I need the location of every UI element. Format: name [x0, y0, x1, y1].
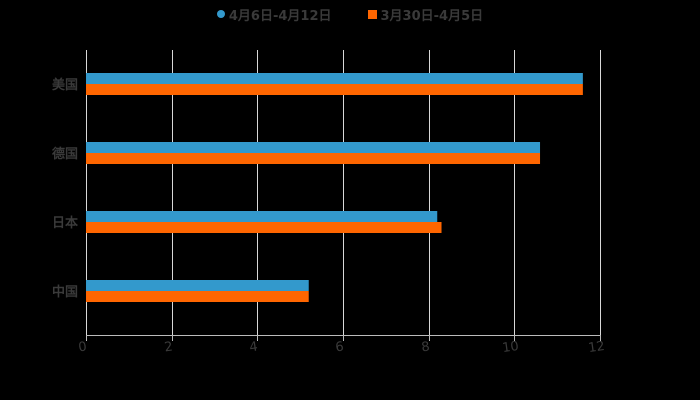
category-label: 中国 — [52, 284, 78, 300]
x-tick-label: 2 — [163, 339, 173, 355]
bar-0-0 — [86, 73, 583, 84]
x-tick-label: 10 — [501, 339, 519, 356]
legend-label: 3月30日-4月5日 — [380, 8, 484, 24]
bar-0-1 — [86, 84, 583, 95]
bar-3-0 — [86, 280, 309, 291]
x-tick-label: 12 — [587, 339, 605, 356]
bar-2-0 — [86, 211, 438, 222]
x-tick-label: 6 — [334, 339, 344, 355]
legend-circle-icon — [216, 10, 225, 18]
legend-square-icon — [367, 9, 377, 19]
x-tick-label: 4 — [248, 339, 258, 355]
category-label: 德国 — [52, 146, 78, 162]
x-tick-label: 0 — [77, 339, 87, 355]
chart-legend: 4月6日-4月12日 3月30日-4月5日 — [0, 4, 700, 24]
bar-3-1 — [86, 291, 309, 302]
legend-label: 4月6日-4月12日 — [228, 8, 332, 24]
category-label: 日本 — [52, 215, 78, 231]
category-label: 美国 — [52, 77, 78, 93]
bar-2-1 — [86, 222, 442, 233]
x-tick-label: 8 — [420, 339, 430, 355]
legend-item-series-1[interactable]: 4月6日-4月12日 — [216, 4, 332, 24]
legend-item-series-2[interactable]: 3月30日-4月5日 — [367, 4, 484, 24]
bar-1-1 — [86, 153, 541, 164]
bar-1-0 — [86, 142, 541, 153]
